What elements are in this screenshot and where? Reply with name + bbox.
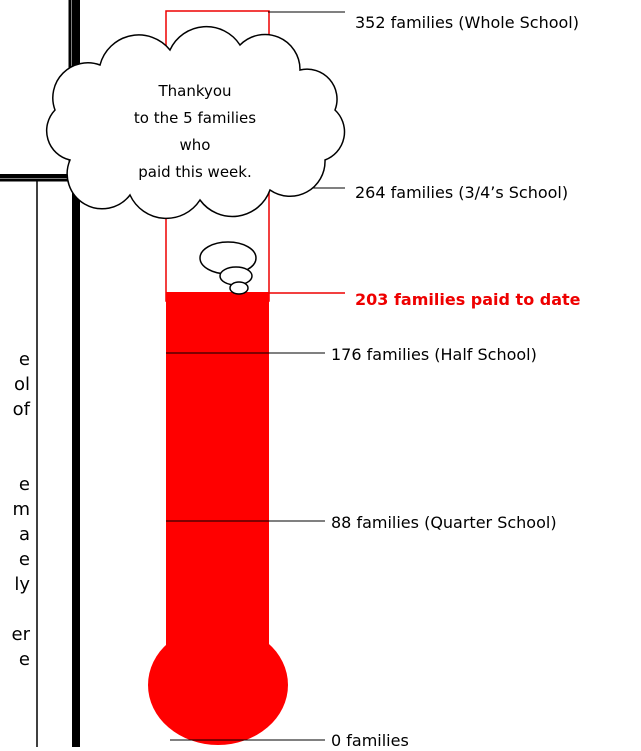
marker-label: 352 families (Whole School) bbox=[355, 13, 579, 32]
bubble-text: paid this week. bbox=[138, 163, 252, 181]
marker-label: 0 families bbox=[331, 731, 409, 747]
progress-label: 203 families paid to date bbox=[355, 290, 581, 309]
body-text-fragment: ly bbox=[14, 574, 30, 595]
body-text-fragment: of bbox=[13, 399, 31, 420]
bubble-dot bbox=[230, 282, 248, 294]
marker-label: 176 families (Half School) bbox=[331, 345, 537, 364]
body-text-fragment: ol bbox=[14, 374, 30, 395]
body-text-fragment: e bbox=[19, 474, 30, 495]
body-text-fragment: er bbox=[12, 624, 31, 645]
marker-label: 264 families (3/4’s School) bbox=[355, 183, 568, 202]
page: eolofemaelyere 352 families (Whole Schoo… bbox=[0, 0, 641, 747]
tube-fill bbox=[166, 292, 269, 682]
body-text-fragment: a bbox=[19, 524, 30, 545]
body-text-fragment: e bbox=[19, 549, 30, 570]
body-text-fragment: e bbox=[19, 349, 30, 370]
bubble-text: who bbox=[180, 136, 211, 154]
body-text-fragment: e bbox=[19, 649, 30, 670]
marker-label: 88 families (Quarter School) bbox=[331, 513, 557, 532]
body-text-fragment: m bbox=[12, 499, 30, 520]
bubble-text: Thankyou bbox=[157, 82, 231, 100]
bulb bbox=[148, 625, 288, 745]
bubble-text: to the 5 families bbox=[134, 109, 256, 127]
